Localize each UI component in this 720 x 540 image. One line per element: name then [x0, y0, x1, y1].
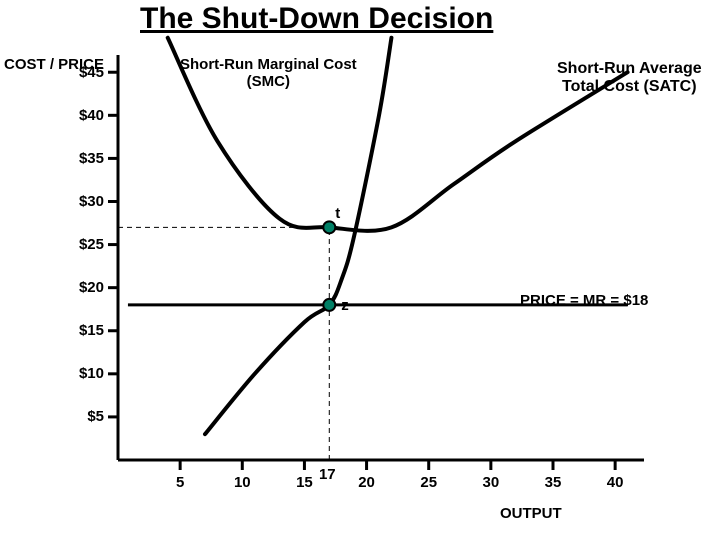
point-label-t: t — [335, 205, 340, 222]
x-tick-label: 30 — [483, 474, 500, 491]
x-tick-label: 15 — [296, 474, 313, 491]
point-z — [323, 299, 335, 311]
chart-container: { "title": { "text": "The Shut-Down Deci… — [0, 0, 720, 540]
y-tick-label: $25 — [79, 236, 104, 253]
marker-17: 17 — [319, 466, 336, 483]
y-tick-label: $35 — [79, 150, 104, 167]
y-tick-label: $45 — [79, 64, 104, 81]
x-tick-label: 5 — [176, 474, 184, 491]
y-tick-label: $15 — [79, 322, 104, 339]
satc-curve — [168, 38, 628, 231]
y-tick-label: $10 — [79, 365, 104, 382]
x-tick-label: 40 — [607, 474, 624, 491]
x-tick-label: 35 — [545, 474, 562, 491]
smc-curve — [205, 38, 391, 434]
x-tick-label: 10 — [234, 474, 251, 491]
y-tick-label: $30 — [79, 193, 104, 210]
point-label-z: z — [341, 297, 349, 314]
y-tick-label: $5 — [87, 408, 104, 425]
y-tick-label: $40 — [79, 107, 104, 124]
point-t — [323, 221, 335, 233]
x-tick-label: 20 — [358, 474, 375, 491]
x-tick-label: 25 — [420, 474, 437, 491]
y-tick-label: $20 — [79, 279, 104, 296]
chart-svg — [0, 0, 720, 540]
